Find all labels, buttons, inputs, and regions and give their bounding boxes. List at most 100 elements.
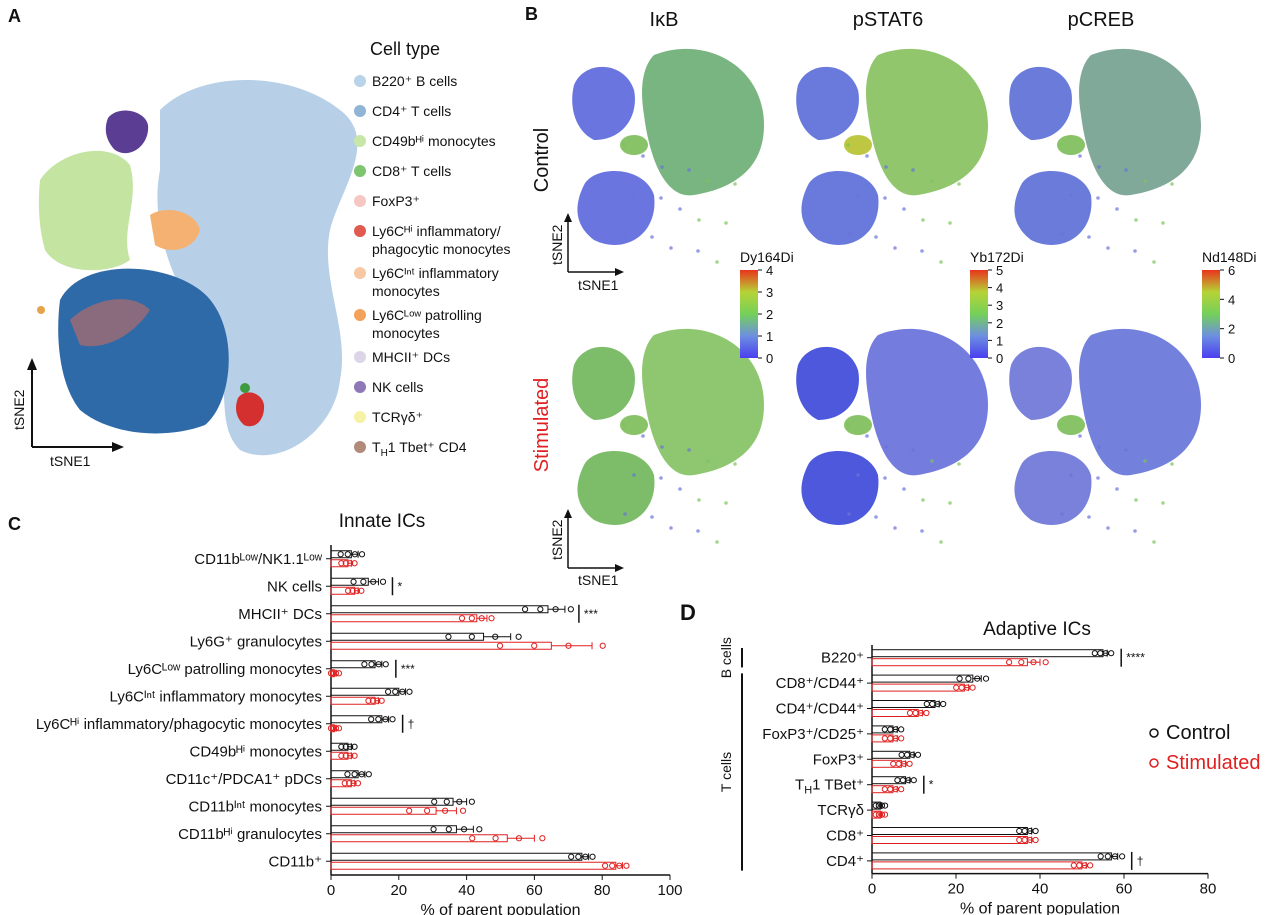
data-point [382,716,389,723]
data-point [365,771,372,778]
data-point [358,587,365,594]
data-point [1097,853,1104,860]
bar-stimulated [871,861,1083,870]
data-point [351,560,358,567]
data-point [338,560,345,567]
colorbar-tick-label: 2 [996,316,1003,331]
panel-letter-d: D [680,600,696,625]
data-point [365,697,372,704]
tsne-plot [572,328,764,544]
tsne-plot [796,48,988,264]
panel-d: D Adaptive ICs 0 20 40 60 80 % of parent popul… [680,600,1261,915]
data-point [378,697,385,704]
bar-stimulated [330,834,508,843]
legend-swatch [354,135,366,147]
data-point [890,760,897,767]
data-point [492,835,499,842]
innate-ics-chart: Innate ICs 0 20 40 60 80 100 % of parent popula… [36,511,683,915]
legend-label: CD49bᴴⁱ monocytes [372,133,496,149]
colorbar-tick-label: 1 [996,333,1003,348]
colorbar-tick-label: 1 [766,329,773,344]
colorbar-title: Yb172Di [970,249,1024,265]
category-label: Ly6Cᴴⁱ inflammatory/phagocytic monocytes [36,716,322,733]
bar-stimulated [871,683,965,692]
data-point [350,578,357,585]
category-label: CD8⁺/CD44⁺ [776,675,864,692]
legend-label-line2: phagocytic monocytes [372,241,511,257]
panel-b-axis-x-bottom: tSNE1 [578,572,619,588]
bar-stimulated [330,614,478,623]
legend-label: TH1 Tbet⁺ CD4 [372,439,467,459]
data-point [1042,659,1049,666]
data-point [332,670,340,677]
panel-c: C Innate ICs 0 20 40 60 80 100 % of parent popu… [8,511,683,915]
data-point [515,633,522,640]
x-tick-label: 40 [1032,881,1049,898]
data-point [923,709,930,717]
data-point [369,697,376,704]
data-point [929,700,936,708]
data-point [982,675,990,682]
panel-b-axis-y-bottom: tSNE2 [549,519,565,560]
group-label: T cells [718,752,734,792]
data-point [1006,659,1013,666]
x-axis-label: % of parent population [420,902,580,915]
category-label: Ly6Cᴸᵒʷ patrolling monocytes [128,661,322,678]
category-label: FoxP3⁺/CD25⁺ [762,726,864,743]
data-point [1016,836,1023,844]
legend-label: TCRγδ⁺ [372,409,423,425]
data-point [375,716,382,723]
legend-swatch [354,225,366,237]
data-point [914,751,922,758]
data-point [599,642,606,649]
data-point [329,725,336,732]
data-point [351,771,358,778]
data-point [337,551,344,558]
legend-label: B220⁺ B cells [372,73,457,89]
data-point [958,684,965,691]
column-title-pcreb: pCREB [1068,9,1135,31]
panel-a: A tSNE1 tSNE2 Cell type B220⁺ B cells CD4… [8,6,511,469]
category-label: CD11c⁺/PDCA1⁺ pDCs [166,771,322,788]
data-point [616,862,623,869]
panel-a-axes [31,362,120,448]
colorbar-tick-label: 0 [1228,351,1235,366]
data-point [1021,836,1028,844]
category-label: CD8⁺ [826,828,864,845]
x-axis-label: % of parent population [960,901,1120,915]
colorbar-tick-label: 4 [766,263,773,278]
data-point [441,807,449,814]
data-point [338,752,345,759]
panel-b: B IκB pSTAT6 pCREB Control Stimulated tS… [525,4,1256,588]
colorbar-tick-label: 2 [1228,322,1235,337]
data-point [349,587,356,594]
legend-swatch [354,165,366,177]
data-point [424,807,431,814]
significance-marker: *** [401,662,415,676]
x-tick-label: 0 [868,881,876,898]
data-point [368,661,375,668]
data-point [923,700,930,708]
data-point [567,606,574,613]
tsne-plot [796,328,988,544]
panel-letter-b: B [525,4,538,24]
x-tick-label: 40 [458,882,475,899]
data-point [342,560,349,567]
data-point [903,751,911,758]
data-point [515,835,523,842]
data-point [965,675,972,682]
data-point [1030,659,1037,666]
bar-control [330,605,549,614]
legend-swatch [354,411,366,423]
data-point [887,786,894,793]
colorbar-tick-label: 4 [996,281,1003,296]
x-tick-label: 80 [594,882,611,899]
data-point [878,802,886,809]
data-point [392,688,399,695]
data-point [898,751,905,758]
data-point [956,675,963,682]
category-label: FoxP3⁺ [813,751,864,768]
data-point [969,684,976,691]
category-label: CD11bᴴⁱ granulocytes [178,826,322,843]
data-point [375,661,382,668]
